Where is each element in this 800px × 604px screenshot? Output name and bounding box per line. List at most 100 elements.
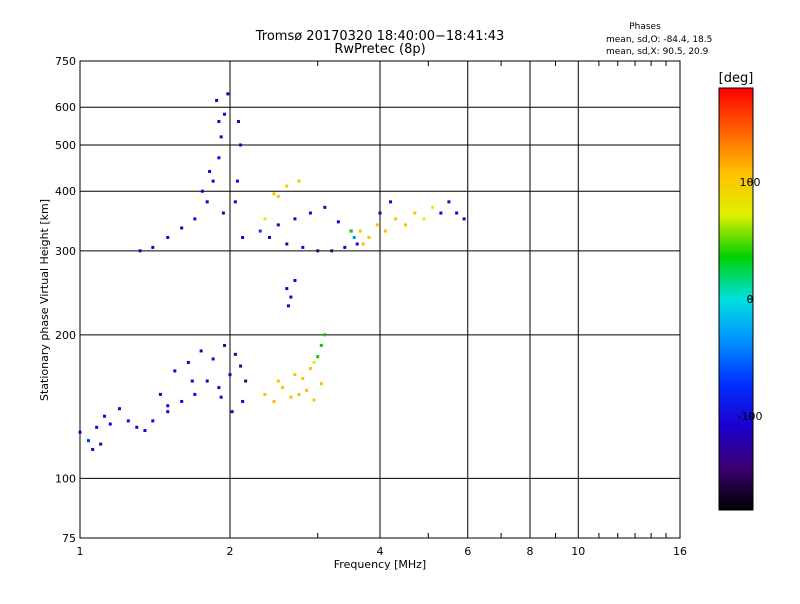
- data-point: [330, 249, 334, 253]
- data-point: [358, 229, 362, 233]
- y-tick-label: 75: [62, 532, 76, 545]
- data-point: [219, 135, 223, 139]
- data-point: [431, 205, 435, 209]
- data-point: [286, 304, 290, 308]
- data-point: [166, 410, 170, 414]
- data-point: [297, 392, 301, 396]
- data-point: [413, 211, 417, 215]
- y-tick-label: 750: [55, 55, 76, 68]
- data-point: [361, 242, 365, 246]
- data-point: [439, 211, 443, 215]
- data-point: [289, 295, 293, 299]
- data-point: [166, 235, 170, 239]
- data-point: [186, 360, 190, 364]
- data-point: [455, 211, 459, 215]
- data-point: [241, 235, 245, 239]
- data-point: [126, 419, 130, 423]
- x-tick-label: 10: [571, 545, 585, 558]
- data-point: [228, 373, 232, 377]
- data-point: [193, 392, 197, 396]
- data-point: [205, 379, 209, 383]
- data-point: [297, 179, 301, 183]
- data-point: [95, 425, 99, 429]
- data-point: [241, 399, 245, 403]
- data-point: [285, 242, 289, 246]
- data-point: [236, 120, 240, 124]
- data-point: [200, 189, 204, 193]
- x-tick-label: 16: [673, 545, 687, 558]
- data-point: [394, 217, 398, 221]
- data-point: [151, 245, 155, 249]
- y-tick-label: 200: [55, 329, 76, 342]
- data-point: [108, 422, 112, 426]
- y-tick-label: 600: [55, 101, 76, 114]
- data-point: [211, 179, 215, 183]
- data-point: [205, 200, 209, 204]
- data-point: [219, 395, 223, 399]
- data-point: [193, 217, 197, 221]
- data-point: [244, 379, 248, 383]
- data-point: [276, 194, 280, 198]
- data-point: [143, 429, 147, 433]
- data-point: [389, 200, 393, 204]
- stats-line-x: mean, sd,X: 90.5, 20.9: [606, 47, 709, 57]
- data-point: [208, 169, 212, 173]
- data-point: [223, 343, 227, 347]
- data-point: [276, 379, 280, 383]
- data-point: [323, 205, 327, 209]
- x-axis-label: Frequency [MHz]: [334, 558, 426, 571]
- data-point: [293, 217, 297, 221]
- data-point: [403, 223, 407, 227]
- data-point: [383, 229, 387, 233]
- colorbar-strip: [718, 87, 754, 511]
- data-point: [221, 211, 225, 215]
- data-point: [319, 382, 323, 386]
- data-point: [312, 360, 316, 364]
- data-point: [312, 398, 316, 402]
- data-point: [308, 366, 312, 370]
- data-point: [305, 388, 309, 392]
- data-point: [462, 217, 466, 221]
- data-point: [301, 376, 305, 380]
- y-axis-label: Stationary phase Virtual Height [km]: [38, 199, 51, 401]
- x-tick-label: 8: [527, 545, 534, 558]
- data-point: [233, 200, 237, 204]
- data-point: [285, 287, 289, 291]
- data-point: [343, 245, 347, 249]
- data-point: [285, 184, 289, 188]
- x-tick-label: 1: [77, 545, 84, 558]
- data-point: [235, 179, 239, 183]
- data-point: [86, 439, 90, 443]
- data-point: [272, 399, 276, 403]
- data-point: [103, 414, 107, 418]
- data-point: [173, 369, 177, 373]
- data-point: [117, 407, 121, 411]
- x-tick-label: 6: [464, 545, 471, 558]
- data-point: [230, 410, 234, 414]
- chart-title: Tromsø 20170320 18:40:00−18:41:43: [255, 29, 505, 44]
- colorbar: 100 0 -100: [718, 87, 762, 511]
- data-point: [349, 229, 353, 233]
- data-point: [217, 156, 221, 160]
- data-point: [293, 373, 297, 377]
- data-point: [316, 355, 320, 359]
- data-point: [375, 223, 379, 227]
- data-point: [447, 200, 451, 204]
- x-tick-label: 4: [377, 545, 384, 558]
- y-tick-label: 400: [55, 185, 76, 198]
- data-point: [422, 217, 426, 221]
- data-point: [263, 217, 267, 221]
- data-point: [239, 143, 243, 147]
- data-point: [378, 211, 382, 215]
- data-point: [289, 395, 293, 399]
- data-point: [199, 349, 203, 353]
- y-tick-label: 500: [55, 139, 76, 152]
- data-point: [367, 235, 371, 239]
- data-point: [135, 425, 139, 429]
- data-point: [217, 120, 221, 124]
- data-point: [166, 404, 170, 408]
- colorbar-label: [deg]: [719, 71, 754, 86]
- data-point: [138, 249, 142, 253]
